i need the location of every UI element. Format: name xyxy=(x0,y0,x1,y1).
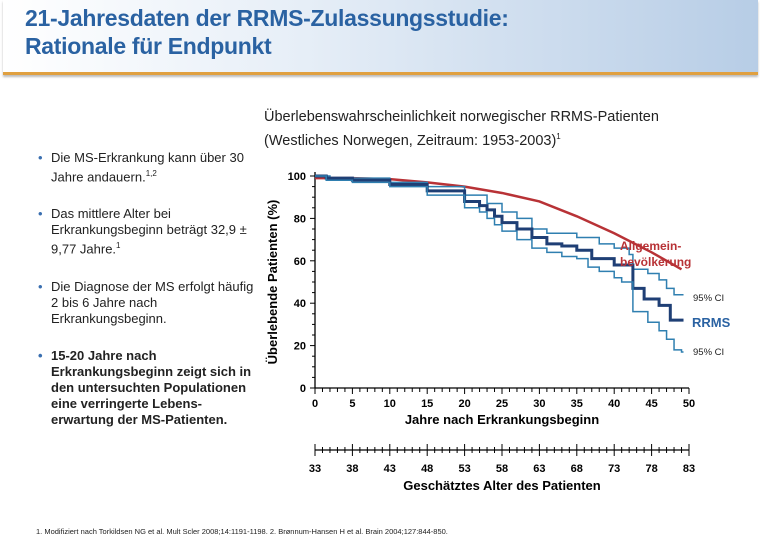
y-tick-label: 80 xyxy=(294,213,306,225)
chart-title-line1: Überlebenswahrscheinlichkeit norwegische… xyxy=(264,109,659,125)
series-line-95-ci-3 xyxy=(315,175,684,353)
age-tick-label: 73 xyxy=(608,463,620,475)
chart-title: Überlebenswahrscheinlichkeit norwegische… xyxy=(264,108,659,151)
age-tick-label: 78 xyxy=(645,463,657,475)
label-ci-lower: 95% CI xyxy=(693,347,724,358)
age-tick-label: 33 xyxy=(309,463,321,475)
label-ci-upper: 95% CI xyxy=(693,293,724,304)
bullet-item: 15-20 Jahre nach Erkrankungsbeginn zeigt… xyxy=(38,348,258,428)
title-line-1: 21-Jahresdaten der RRMS-Zulassungsstudie… xyxy=(25,5,509,31)
slide-header: 21-Jahresdaten der RRMS-Zulassungsstudie… xyxy=(3,0,758,75)
series-line-rrms-2 xyxy=(315,174,684,322)
age-tick-label: 68 xyxy=(571,463,583,475)
x-tick-label: 35 xyxy=(571,398,583,410)
x-tick-label: 20 xyxy=(458,398,470,410)
x-tick-label: 5 xyxy=(349,398,355,410)
x-tick-label: 30 xyxy=(533,398,545,410)
age-axis-label: Geschätztes Alter des Patienten xyxy=(403,478,601,493)
bullet-item: Das mittlere Alter bei Erkrankungsbeginn… xyxy=(38,206,258,257)
age-tick-label: 48 xyxy=(421,463,433,475)
y-axis-label: Überlebende Patienten (%) xyxy=(265,200,280,365)
bullet-item: Die MS-Erkrankung kann über 30 Jahre and… xyxy=(38,150,258,185)
footnote: 1. Modifiziert nach Torkildsen NG et al.… xyxy=(36,527,448,536)
age-tick-label: 58 xyxy=(496,463,508,475)
x-tick-label: 40 xyxy=(608,398,620,410)
bullet-item: Die Diagnose der MS erfolgt häufig 2 bis… xyxy=(38,279,258,327)
x-tick-label: 10 xyxy=(384,398,396,410)
y-tick-label: 0 xyxy=(300,383,306,395)
label-rrms: RRMS xyxy=(692,315,731,330)
x-axis-label: Jahre nach Erkrankungsbeginn xyxy=(405,412,599,427)
y-tick-label: 20 xyxy=(294,341,306,353)
age-tick-label: 83 xyxy=(683,463,695,475)
age-tick-label: 63 xyxy=(533,463,545,475)
x-tick-label: 15 xyxy=(421,398,433,410)
y-tick-label: 60 xyxy=(294,256,306,268)
y-tick-label: 40 xyxy=(294,298,306,310)
x-tick-label: 45 xyxy=(645,398,657,410)
y-tick-label: 100 xyxy=(288,171,306,183)
label-general-2: bevölkerung xyxy=(620,255,691,269)
slide-title: 21-Jahresdaten der RRMS-Zulassungsstudie… xyxy=(25,4,509,60)
age-tick-label: 53 xyxy=(458,463,470,475)
chart-title-line2: (Westliches Norwegen, Zeitraum: 1953-200… xyxy=(264,132,561,149)
age-tick-label: 38 xyxy=(346,463,358,475)
x-tick-label: 0 xyxy=(312,398,318,410)
label-general-1: Allgemein- xyxy=(620,239,681,253)
title-line-2: Rationale für Endpunkt xyxy=(25,33,272,59)
x-tick-label: 25 xyxy=(496,398,508,410)
bullet-list: Die MS-Erkrankung kann über 30 Jahre and… xyxy=(38,150,258,449)
age-tick-label: 43 xyxy=(384,463,396,475)
series-line-95-ci-1 xyxy=(315,175,684,296)
x-tick-label: 50 xyxy=(683,398,695,410)
